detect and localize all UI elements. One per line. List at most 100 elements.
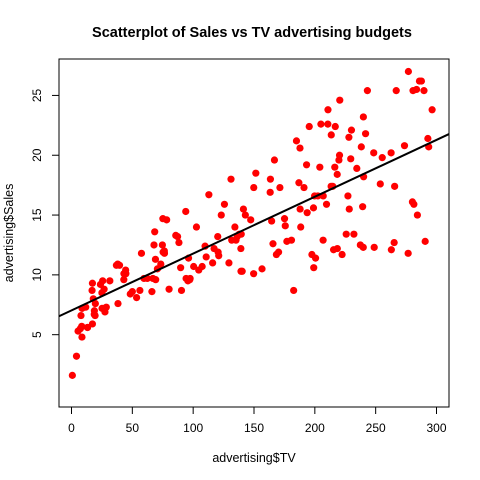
data-point [122,270,130,278]
chart-title: Scatterplot of Sales vs TV advertising b… [92,25,412,41]
x-tick-label: 200 [305,421,325,435]
data-point [132,294,141,302]
x-tick-label: 50 [126,421,140,435]
data-point [266,188,274,196]
data-point [378,154,386,162]
data-point [157,260,165,268]
data-point [412,85,421,94]
data-point [274,248,283,256]
data-point [198,262,206,271]
data-point [151,228,159,236]
data-point [359,243,367,251]
data-point [296,205,304,213]
data-point [336,96,344,104]
data-point [342,230,350,238]
data-point [292,137,301,145]
data-point [102,303,110,311]
data-point [370,243,378,251]
data-point [186,274,194,283]
data-point [297,223,305,231]
x-tick-label: 0 [68,421,75,435]
data-point [305,122,313,131]
data-point [258,265,266,273]
data-point [217,211,225,219]
data-point [190,262,198,271]
data-point [387,149,395,157]
data-point [317,120,325,128]
data-point [311,254,320,262]
data-point [361,130,370,138]
data-point [424,134,432,143]
data-point [421,237,429,245]
data-point [390,238,398,247]
x-axis-label: advertising$TV [212,451,296,465]
data-point [205,191,213,199]
data-point [359,113,367,121]
data-point [78,333,86,341]
data-point [309,204,318,212]
data-point [410,200,418,208]
data-point [252,169,260,177]
data-point [302,161,311,169]
data-point [239,205,248,213]
data-point [163,216,171,224]
data-point [91,311,99,320]
x-tick-label: 250 [366,421,386,435]
data-point [333,244,341,253]
data-point [114,299,122,308]
data-point [115,261,124,269]
data-point [417,77,426,85]
data-point [182,207,190,216]
x-axis: 0 50 100 150 200 250 300 [68,406,447,435]
data-point [220,200,229,208]
x-tick-label: 100 [183,421,203,435]
data-point [120,276,128,284]
data-point [192,223,201,231]
y-tick-label: 25 [30,88,44,102]
data-point [151,255,160,263]
data-point [324,106,332,114]
data-point [91,299,99,308]
data-point [266,175,275,183]
data-point [345,133,353,141]
y-axis: 5 10 15 20 25 [30,88,60,338]
data-point [175,238,183,247]
data-point [160,249,169,257]
data-point [324,120,332,128]
data-point [392,87,400,95]
data-point [428,106,436,114]
data-point [400,142,409,150]
data-point [331,122,339,131]
data-point [68,371,76,379]
data-point [202,253,210,261]
data-point [290,286,298,295]
y-tick-label: 10 [30,268,44,282]
data-point [316,163,324,171]
data-point [100,285,108,293]
data-point [359,203,367,211]
data-point [376,180,384,188]
data-point [404,249,412,257]
data-point [225,259,233,267]
data-point [404,67,412,76]
data-point [150,241,158,249]
data-point [331,163,339,171]
data-point [137,249,146,257]
y-tick-label: 20 [30,148,44,162]
data-point [345,205,353,213]
data-point [353,164,361,172]
regression-line [58,133,450,318]
y-tick-label: 15 [30,208,44,222]
data-point [335,151,344,159]
y-axis-label: advertising$Sales [2,184,16,283]
data-point [215,252,223,260]
data-point [158,241,166,249]
data-point [238,267,246,275]
data-point [391,182,399,190]
data-point [136,286,144,295]
data-point [370,149,378,157]
data-point [78,322,86,330]
data-point [303,209,311,217]
data-point [77,311,85,320]
